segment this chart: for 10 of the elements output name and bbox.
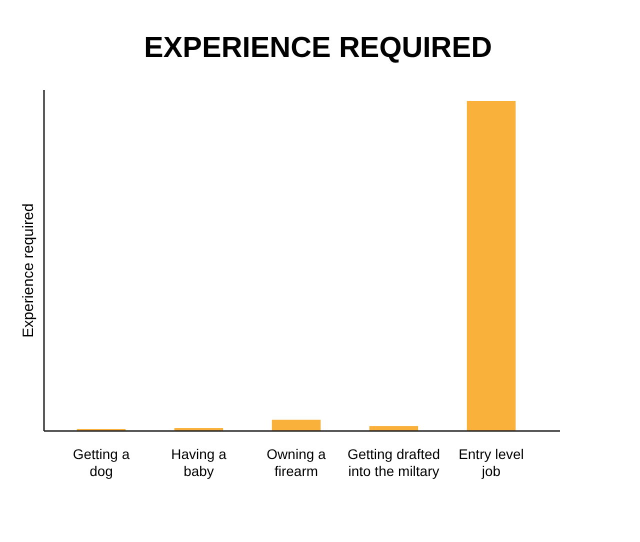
bar	[369, 426, 418, 431]
x-tick-label: Getting a dog	[72, 446, 130, 479]
bar	[466, 101, 516, 431]
bar	[272, 420, 321, 431]
x-tick-label: Having a baby	[171, 446, 227, 479]
x-tick-label: Entry level job	[458, 446, 524, 479]
x-tick-label: Owning a firearm	[266, 446, 326, 479]
x-tick-label: Getting drafted into the miltary	[347, 446, 440, 479]
chart-title: EXPERIENCE REQUIRED	[144, 32, 492, 64]
y-axis-title: Experience required	[20, 203, 37, 338]
